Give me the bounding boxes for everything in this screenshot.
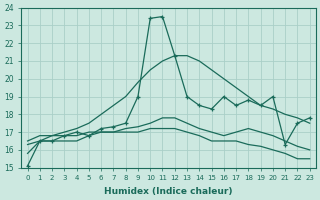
X-axis label: Humidex (Indice chaleur): Humidex (Indice chaleur)	[104, 187, 233, 196]
